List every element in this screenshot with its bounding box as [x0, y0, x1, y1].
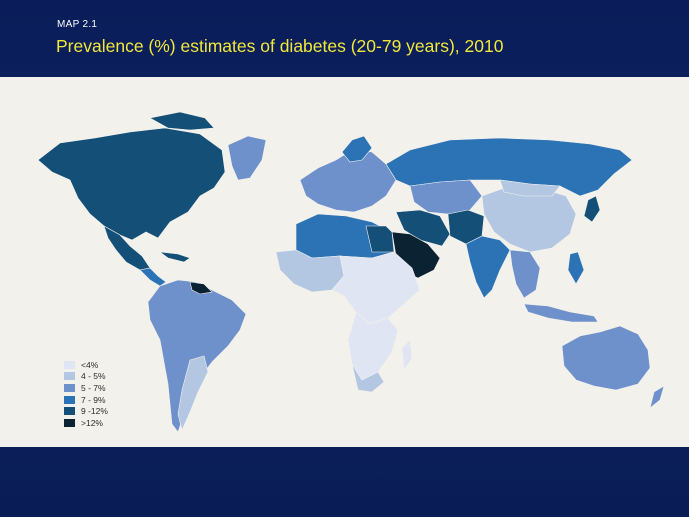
legend-item: 4 - 5%	[64, 371, 108, 383]
region-southeast-asia	[509, 249, 541, 299]
region-japan	[583, 195, 601, 223]
region-new-zealand	[649, 385, 665, 409]
region-caribbean	[158, 251, 191, 263]
region-south-america	[147, 279, 247, 433]
map-legend: <4% 4 - 5% 5 - 7% 7 - 9% 9 -12% >12%	[64, 359, 108, 429]
legend-item: 9 -12%	[64, 405, 108, 417]
region-egypt	[365, 225, 395, 253]
legend-swatch	[64, 372, 75, 381]
region-europe	[299, 149, 397, 213]
region-guianas	[189, 281, 213, 295]
legend-swatch	[64, 395, 75, 404]
region-mongolia	[499, 179, 561, 197]
region-scandinavia	[341, 135, 373, 163]
legend-label: <4%	[81, 359, 99, 370]
legend-swatch	[64, 360, 75, 369]
region-central-america	[139, 267, 167, 287]
legend-item: <4%	[64, 359, 108, 371]
legend-swatch	[64, 383, 75, 392]
region-madagascar	[401, 339, 413, 371]
region-philippines	[567, 251, 585, 285]
region-south-africa	[351, 363, 385, 393]
region-central-asia	[409, 179, 483, 215]
region-australia	[561, 325, 651, 391]
legend-label: 4 - 5%	[81, 371, 106, 382]
region-canadian-islands	[149, 111, 215, 131]
legend-label: >12%	[81, 417, 103, 428]
legend-item: >12%	[64, 417, 108, 429]
map-panel: <4% 4 - 5% 5 - 7% 7 - 9% 9 -12% >12%	[0, 77, 689, 447]
region-middle-east	[395, 209, 451, 247]
slide-title: Prevalence (%) estimates of diabetes (20…	[56, 36, 504, 56]
legend-label: 5 - 7%	[81, 382, 106, 393]
region-greenland	[227, 135, 267, 181]
legend-swatch	[64, 407, 75, 416]
region-indonesia	[523, 303, 599, 323]
world-map	[37, 111, 665, 433]
legend-label: 7 - 9%	[81, 394, 106, 405]
legend-item: 7 - 9%	[64, 394, 108, 406]
region-southern-africa	[347, 311, 399, 381]
region-india	[465, 235, 511, 299]
region-north-america	[37, 127, 226, 241]
map-number-label: MAP 2.1	[57, 19, 98, 30]
region-argentina	[177, 355, 209, 431]
legend-swatch	[64, 418, 75, 427]
legend-label: 9 -12%	[81, 406, 108, 417]
legend-item: 5 - 7%	[64, 382, 108, 394]
